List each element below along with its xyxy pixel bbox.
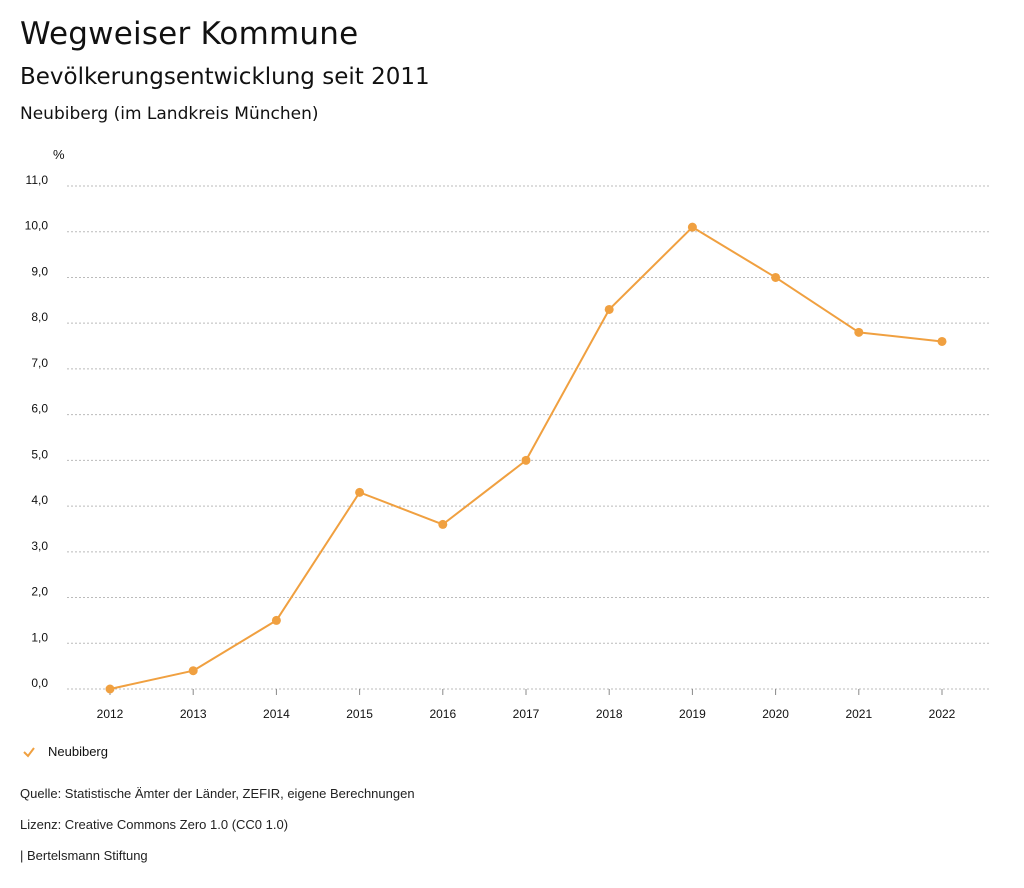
y-tick-label: 4,0	[31, 493, 48, 507]
data-point	[687, 222, 697, 232]
data-point	[521, 455, 531, 465]
x-tick-label: 2017	[513, 707, 540, 721]
data-point	[854, 327, 864, 337]
x-tick-label: 2020	[762, 707, 789, 721]
data-point	[604, 304, 614, 314]
data-point	[355, 487, 365, 497]
chart-subtitle: Bevölkerungsentwicklung seit 2011	[20, 64, 430, 90]
legend[interactable]: Neubiberg	[22, 744, 108, 759]
x-tick-label: 2022	[929, 707, 956, 721]
x-tick-label: 2021	[845, 707, 872, 721]
x-tick-label: 2013	[180, 707, 207, 721]
y-tick-label: 2,0	[31, 585, 48, 599]
y-tick-label: 11,0	[26, 173, 49, 187]
y-axis-unit-label: %	[53, 147, 65, 162]
data-point	[105, 684, 115, 694]
y-tick-label: 0,0	[31, 676, 48, 690]
data-point	[188, 666, 198, 676]
y-tick-label: 3,0	[31, 539, 48, 553]
y-tick-label: 9,0	[31, 264, 48, 278]
y-tick-label: 8,0	[31, 310, 48, 324]
x-tick-label: 2018	[596, 707, 623, 721]
publisher-note: | Bertelsmann Stiftung	[20, 848, 148, 863]
data-point	[937, 336, 947, 346]
y-tick-label: 10,0	[25, 219, 49, 233]
page-title: Wegweiser Kommune	[20, 16, 359, 52]
y-tick-label: 1,0	[31, 630, 48, 644]
line-chart: % 0,0 1,0 2,0 3,0 4,0 5,0 6,0 7,0 8,0 9,0 10,0 11,0…	[25, 147, 990, 721]
region-label: Neubiberg (im Landkreis München)	[20, 104, 319, 124]
source-note: Quelle: Statistische Ämter der Länder, Z…	[20, 786, 415, 801]
y-tick-label: 5,0	[31, 447, 48, 461]
x-tick-label: 2014	[263, 707, 290, 721]
data-point	[271, 615, 281, 625]
data-point	[771, 272, 781, 282]
legend-check-icon	[23, 746, 35, 758]
x-tick-label: 2015	[346, 707, 373, 721]
y-tick-label: 7,0	[31, 356, 48, 370]
x-tick-label: 2012	[97, 707, 124, 721]
legend-label: Neubiberg	[48, 744, 108, 759]
license-note: Lizenz: Creative Commons Zero 1.0 (CC0 1…	[20, 817, 289, 832]
data-point	[438, 519, 448, 529]
y-tick-label: 6,0	[31, 402, 48, 416]
x-tick-label: 2016	[429, 707, 456, 721]
x-tick-label: 2019	[679, 707, 706, 721]
